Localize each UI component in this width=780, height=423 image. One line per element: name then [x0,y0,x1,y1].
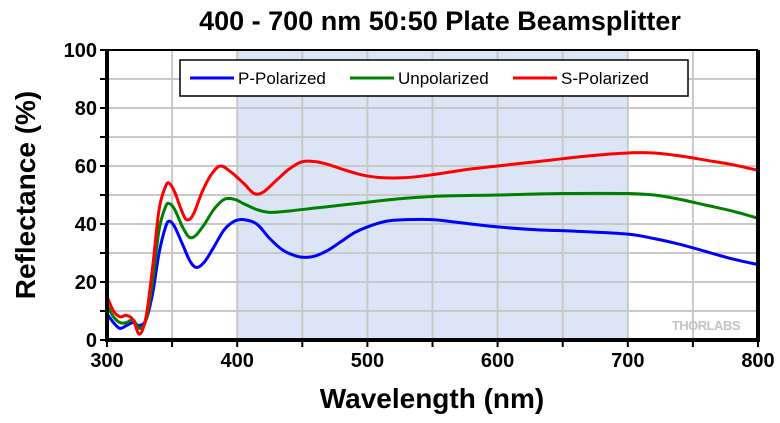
legend-label: S-Polarized [561,69,649,88]
y-tick-label: 40 [75,214,97,236]
series-line-p-polarized [105,217,759,330]
y-tick-label: 60 [75,156,97,178]
x-tick-label: 500 [351,350,384,372]
series-line-s-polarized [105,151,759,336]
legend-label: Unpolarized [398,69,489,88]
x-axis-label: Wavelength (nm) [320,383,545,414]
y-tick-label: 20 [75,272,97,294]
y-tick-label: 100 [64,40,97,62]
x-tick-label: 600 [481,350,514,372]
x-tick-label: 800 [741,350,774,372]
x-tick-label: 700 [611,350,644,372]
legend-label: P-Polarized [238,69,326,88]
y-tick-label: 0 [86,330,97,352]
y-axis-label: Reflectance (%) [10,91,41,300]
y-tick-label: 80 [75,98,97,120]
x-tick-label: 300 [90,350,123,372]
chart-title: 400 - 700 nm 50:50 Plate Beamsplitter [199,6,681,36]
watermark-logo: THORLABS [672,318,741,333]
legend-box [179,59,689,97]
x-tick-label: 400 [221,350,254,372]
legend: P-Polarized Unpolarized S-Polarized [179,59,689,97]
